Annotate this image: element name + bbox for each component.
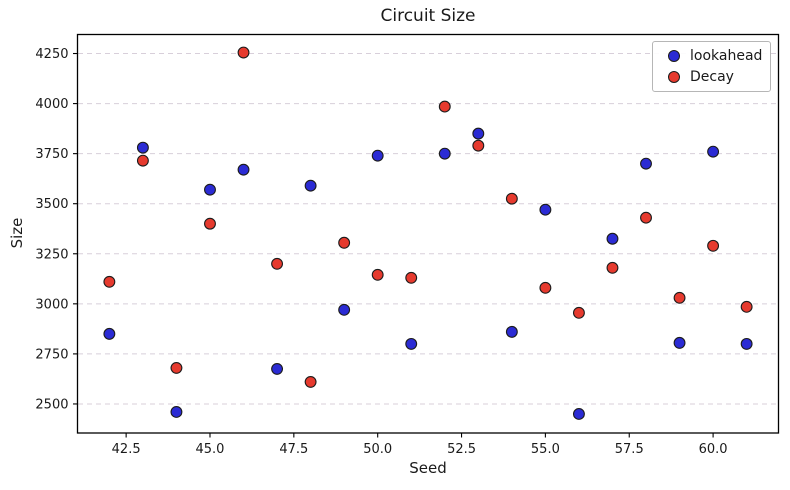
y-tick-label: 2500 — [35, 397, 68, 412]
scatter-point-lookahead — [204, 183, 216, 196]
scatter-point-lookahead — [170, 406, 183, 418]
x-tick-label: 45.0 — [196, 442, 225, 457]
scatter-point-decay — [237, 46, 250, 59]
scatter-point-decay — [405, 271, 418, 284]
x-tick-label: 52.5 — [447, 442, 476, 457]
x-axis-label: Seed — [409, 459, 447, 477]
scatter-point-decay — [271, 257, 284, 270]
scatter-point-lookahead — [271, 362, 284, 375]
x-tick-label: 55.0 — [531, 442, 560, 457]
scatter-point-decay — [606, 261, 619, 274]
scatter-point-decay — [505, 192, 518, 205]
scatter-point-decay — [673, 291, 686, 304]
scatter-point-decay — [136, 154, 149, 167]
scatter-point-lookahead — [505, 325, 518, 338]
legend-label-decay: Decay — [690, 69, 734, 85]
x-tick-label: 42.5 — [112, 442, 141, 457]
scatter-point-lookahead — [438, 147, 451, 160]
scatter-point-decay — [438, 100, 451, 113]
legend-item-lookahead: lookahead — [662, 47, 763, 65]
legend: lookahead Decay — [652, 41, 771, 92]
scatter-point-decay — [472, 139, 485, 152]
x-tick-label: 57.5 — [615, 442, 644, 457]
x-tick-label: 47.5 — [279, 442, 308, 457]
scatter-point-decay — [640, 211, 652, 224]
y-tick-label: 3500 — [35, 197, 68, 212]
scatter-point-lookahead — [338, 303, 351, 316]
chart-title: Circuit Size — [380, 6, 476, 26]
scatter-point-decay — [371, 268, 384, 281]
legend-label-lookahead: lookahead — [690, 48, 763, 64]
scatter-point-lookahead — [136, 141, 149, 154]
y-tick-label: 4000 — [35, 97, 68, 112]
scatter-point-decay — [204, 217, 216, 230]
x-tick-label: 60.0 — [699, 442, 728, 457]
scatter-point-lookahead — [673, 336, 686, 349]
legend-item-decay: Decay — [662, 68, 760, 86]
scatter-point-lookahead — [371, 149, 384, 162]
scatter-point-lookahead — [606, 232, 619, 245]
scatter-point-lookahead — [572, 408, 585, 420]
decay-marker-icon — [668, 71, 680, 83]
scatter-point-decay — [338, 236, 351, 249]
scatter-point-decay — [539, 281, 552, 294]
scatter-point-lookahead — [707, 145, 720, 158]
y-tick-label: 3000 — [35, 297, 68, 312]
y-tick-label: 3750 — [35, 147, 68, 162]
scatter-point-decay — [170, 361, 183, 374]
scatter-point-decay — [707, 239, 720, 252]
scatter-point-lookahead — [539, 203, 552, 216]
scatter-point-decay — [304, 375, 317, 388]
scatter-point-lookahead — [405, 337, 418, 350]
scatter-point-lookahead — [237, 163, 250, 176]
scatter-point-decay — [740, 300, 753, 313]
scatter-point-lookahead — [103, 327, 116, 340]
scatter-point-lookahead — [472, 127, 485, 140]
y-tick-label: 2750 — [35, 347, 68, 362]
y-tick-label: 4250 — [35, 47, 68, 62]
plot-border — [76, 33, 780, 434]
scatter-point-decay — [572, 306, 585, 319]
scatter-point-decay — [103, 275, 116, 288]
y-tick-label: 3250 — [35, 247, 68, 262]
y-axis-label: Size — [8, 217, 26, 249]
x-tick-label: 50.0 — [363, 442, 392, 457]
scatter-point-lookahead — [740, 337, 753, 350]
scatter-point-lookahead — [640, 157, 652, 170]
lookahead-marker-icon — [668, 50, 680, 62]
scatter-point-lookahead — [304, 179, 317, 192]
